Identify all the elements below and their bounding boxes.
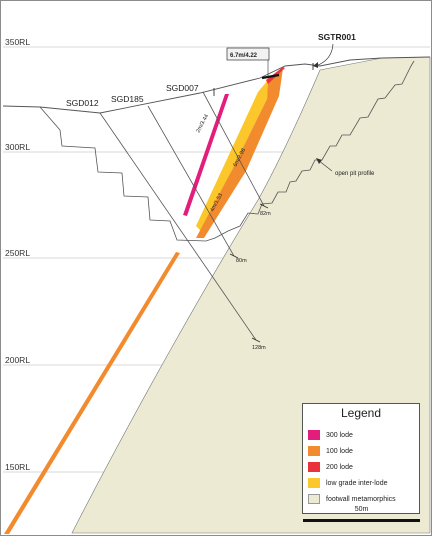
lower-100-lode (4, 252, 180, 534)
pit-leader-arrow (316, 158, 322, 164)
trench-sgtr001 (261, 73, 280, 80)
rl-label-300: 300RL (5, 142, 30, 152)
end-of-hole-ticks (213, 88, 269, 343)
legend-item-inter-lode: low grade inter-lode (308, 476, 387, 490)
legend-item-100-lode: 100 lode (308, 444, 353, 458)
scale-bar (303, 519, 420, 522)
trace-sgd007 (202, 91, 265, 207)
legend-title: Legend (340, 406, 382, 420)
legend-label-100-lode: 100 lode (326, 447, 353, 455)
rl-label-150: 150RL (5, 462, 30, 472)
legend-swatch-200-lode (308, 462, 320, 472)
rl-label-250: 250RL (5, 248, 30, 258)
rl-label-200: 200RL (5, 355, 30, 365)
legend: Legend 300 lode 100 lode 200 lode low gr… (302, 403, 420, 514)
hole-label-sgtr001: SGTR001 (318, 32, 356, 42)
drill-traces (99, 91, 265, 341)
legend-label-inter-lode: low grade inter-lode (326, 479, 388, 487)
rl-label-350: 350RL (5, 37, 30, 47)
open-pit-profile-label: open pit profile (335, 171, 375, 177)
legend-swatch-300-lode (308, 430, 320, 440)
intercept-300-label: 2m/3.44 (195, 114, 210, 134)
upper-100-lode (196, 68, 283, 238)
open-pit-outline (39, 60, 415, 242)
legend-label-200-lode: 200 lode (326, 463, 353, 471)
depth-82m: 82m (260, 211, 271, 217)
hole-label-sgd007: SGD007 (166, 83, 199, 93)
legend-label-300-lode: 300 lode (326, 431, 353, 439)
hole-label-sgd185: SGD185 (111, 94, 144, 104)
depth-128m: 128m (252, 345, 266, 351)
trace-sgd185 (147, 105, 235, 257)
legend-item-200-lode: 200 lode (308, 460, 353, 474)
depth-80m: 80m (236, 258, 247, 264)
trench-intercept-box (226, 47, 270, 61)
legend-swatch-footwall (308, 494, 320, 504)
legend-item-300-lode: 300 lode (308, 428, 353, 442)
legend-swatch-100-lode (308, 446, 320, 456)
hole-label-sgd012: SGD012 (66, 98, 99, 108)
legend-item-footwall: footwall metamorphics (308, 492, 396, 506)
low-grade-interlode (196, 80, 268, 232)
trench-intercept-label: 6.7m/4.22 (230, 53, 258, 59)
trace-sgd012 (99, 112, 257, 341)
legend-label-footwall: footwall metamorphics (326, 495, 396, 503)
lode-300 (183, 94, 229, 216)
sgtr001-leader-arrow (313, 62, 318, 68)
topography-line (2, 56, 431, 114)
legend-swatch-inter-lode (308, 478, 320, 488)
sgtr001-leader (315, 43, 334, 67)
scale-bar-label: 50m (354, 506, 369, 513)
